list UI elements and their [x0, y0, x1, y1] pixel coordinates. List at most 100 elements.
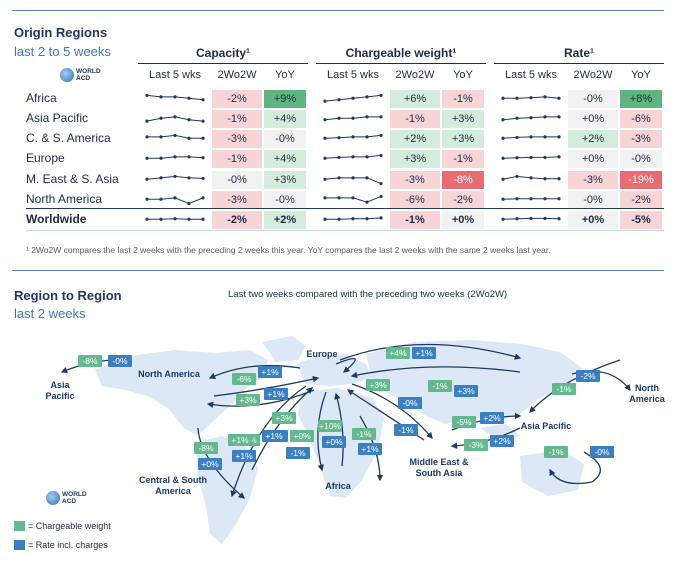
sparkline — [145, 217, 205, 221]
value-cell: -0% — [568, 90, 618, 108]
sparkline — [323, 194, 383, 204]
sparkline-point — [515, 156, 519, 160]
sparkline-point — [543, 115, 547, 119]
sparkline-point — [173, 95, 177, 99]
value-cell: -3% — [212, 191, 262, 209]
chargeable-weight-badge: -1% — [544, 446, 568, 458]
sparkline — [145, 196, 205, 206]
sparkline-point — [337, 196, 341, 200]
rate-badge: +2% — [480, 412, 504, 424]
sparkline — [323, 153, 383, 160]
sparkline-point — [159, 95, 163, 99]
globe-icon — [46, 491, 60, 505]
sparkline-point — [365, 135, 369, 139]
arrow-asia-eur — [350, 366, 521, 379]
value-cell: +0% — [568, 150, 618, 168]
sparkline-point — [173, 133, 177, 138]
sparkline-point — [515, 135, 519, 140]
col-head-yoy: YoY — [453, 69, 473, 81]
sparkline-point — [529, 96, 533, 100]
sparkline-point — [529, 155, 533, 160]
sparkline-point — [173, 217, 177, 221]
sparkline-point — [201, 98, 205, 102]
value-cell: +2% — [264, 211, 306, 229]
sparkline-point — [543, 216, 547, 221]
sparkline-point — [501, 217, 505, 221]
arrow-eur-asia — [339, 343, 522, 361]
sparkline-point — [145, 197, 149, 201]
origin-regions-subtitle: last 2 to 5 weeks — [14, 44, 111, 59]
sparkline-point — [515, 174, 519, 179]
sparkline-point — [351, 176, 355, 180]
region-to-region-subtitle: last 2 weeks — [14, 306, 86, 321]
group-header-rate: Rate¹ — [494, 46, 664, 64]
sparkline-point — [187, 155, 191, 159]
sparkline-point — [323, 136, 327, 140]
sparkline-point — [543, 177, 547, 181]
footnote: ¹ 2Wo2W compares the last 2 weeks with t… — [26, 245, 551, 255]
row-label: North America — [26, 192, 103, 206]
legend-swatch-chargeable-weight — [14, 521, 25, 531]
col-head-last5: Last 5 wks — [505, 69, 557, 81]
sparkline — [323, 115, 383, 122]
sparkline-point — [159, 156, 163, 160]
sparkline — [501, 95, 561, 100]
col-head-2wo2w: 2Wo2W — [573, 69, 613, 81]
sparkline-point — [351, 135, 355, 139]
sparkline-point — [501, 136, 505, 140]
rate-badge: -2% — [576, 370, 600, 382]
chargeable-weight-badge: -8% — [194, 442, 218, 454]
sparkline-point — [145, 119, 149, 123]
arrow-csa-eur — [251, 387, 313, 471]
value-cell: -2% — [620, 191, 662, 209]
sparkline — [323, 133, 383, 140]
sparkline-point — [501, 156, 505, 160]
sparkline-point — [159, 135, 163, 139]
col-head-yoy: YoY — [275, 69, 295, 81]
col-head-last5: Last 5 wks — [149, 69, 201, 81]
chargeable-weight-badge: +1% — [228, 434, 252, 446]
value-cell: +6% — [390, 90, 440, 108]
map-label-asia-pacific-west: Asia Pacific — [45, 380, 75, 401]
map-label-africa: Africa — [325, 481, 351, 491]
sparkline-point — [337, 155, 341, 160]
value-cell: -3% — [390, 171, 440, 189]
value-cell: -0% — [264, 130, 306, 148]
sparkline-point — [557, 135, 561, 139]
map-label-north-america: North America — [138, 369, 200, 379]
row-label: Europe — [26, 151, 65, 165]
chargeable-weight-badge: +4% — [386, 347, 410, 359]
legend-chargeable-weight: = Chargeable weight — [28, 521, 111, 531]
rate-badge: +2% — [490, 435, 514, 447]
chargeable-weight-badge: +0% — [290, 430, 314, 442]
sparkline-point — [187, 118, 191, 122]
sparkline — [145, 93, 205, 102]
sparkline — [501, 155, 561, 160]
sparkline-point — [159, 197, 163, 201]
sparkline-point — [337, 116, 341, 120]
value-cell: +4% — [264, 150, 306, 168]
value-cell: +3% — [390, 150, 440, 168]
sparkline-point — [379, 115, 383, 119]
sparkline-point — [145, 93, 149, 98]
row-label: Worldwide — [26, 212, 87, 226]
sparkline-point — [201, 119, 205, 123]
value-cell: -6% — [390, 191, 440, 209]
origin-regions-title: Origin Regions — [14, 25, 108, 40]
sparkline-point — [145, 135, 149, 139]
map-label-asia-pacific: Asia Pacific — [520, 421, 572, 431]
sparkline-point — [201, 217, 205, 221]
world-acd-logo: WORLD ACD — [60, 66, 101, 90]
rate-badge: +1% — [412, 347, 436, 359]
sparkline-point — [323, 177, 327, 181]
value-cell: -19% — [620, 171, 662, 189]
continent-greenland — [262, 336, 306, 362]
sparkline-point — [379, 153, 383, 158]
sparkline-point — [379, 93, 383, 98]
value-cell: -0% — [568, 191, 618, 209]
sparkline-point — [557, 155, 561, 159]
row-label: M. East & S. Asia — [26, 172, 119, 186]
sparkline-point — [187, 201, 191, 206]
sparkline-point — [515, 96, 519, 100]
sparkline-point — [529, 116, 533, 120]
